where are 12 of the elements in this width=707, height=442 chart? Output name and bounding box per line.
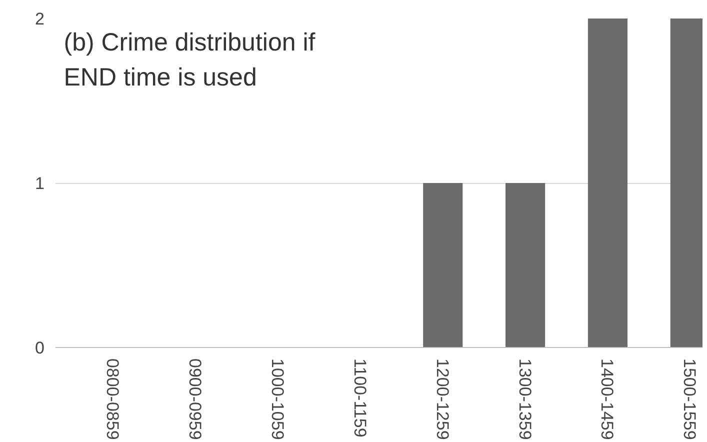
x-tick-label: 1300-1359 xyxy=(515,358,534,440)
x-tick-label: 1500-1559 xyxy=(680,358,700,440)
x-tick-label: 1000-1059 xyxy=(268,358,288,440)
x-tick-label: 1200-1259 xyxy=(432,358,452,440)
y-tick-label: 1 xyxy=(35,174,45,193)
x-tick-label: 0900-0959 xyxy=(186,358,205,440)
x-tick-label: 0800-0859 xyxy=(103,358,122,440)
text: (b) Crime distribution if END time is used xyxy=(64,28,316,92)
y-tick-label: 2 xyxy=(35,10,45,28)
y-tick-label: 0 xyxy=(35,338,45,358)
x-tick-label: 1100-1159 xyxy=(350,358,370,438)
x-tick-label: 1400-1459 xyxy=(598,358,617,440)
